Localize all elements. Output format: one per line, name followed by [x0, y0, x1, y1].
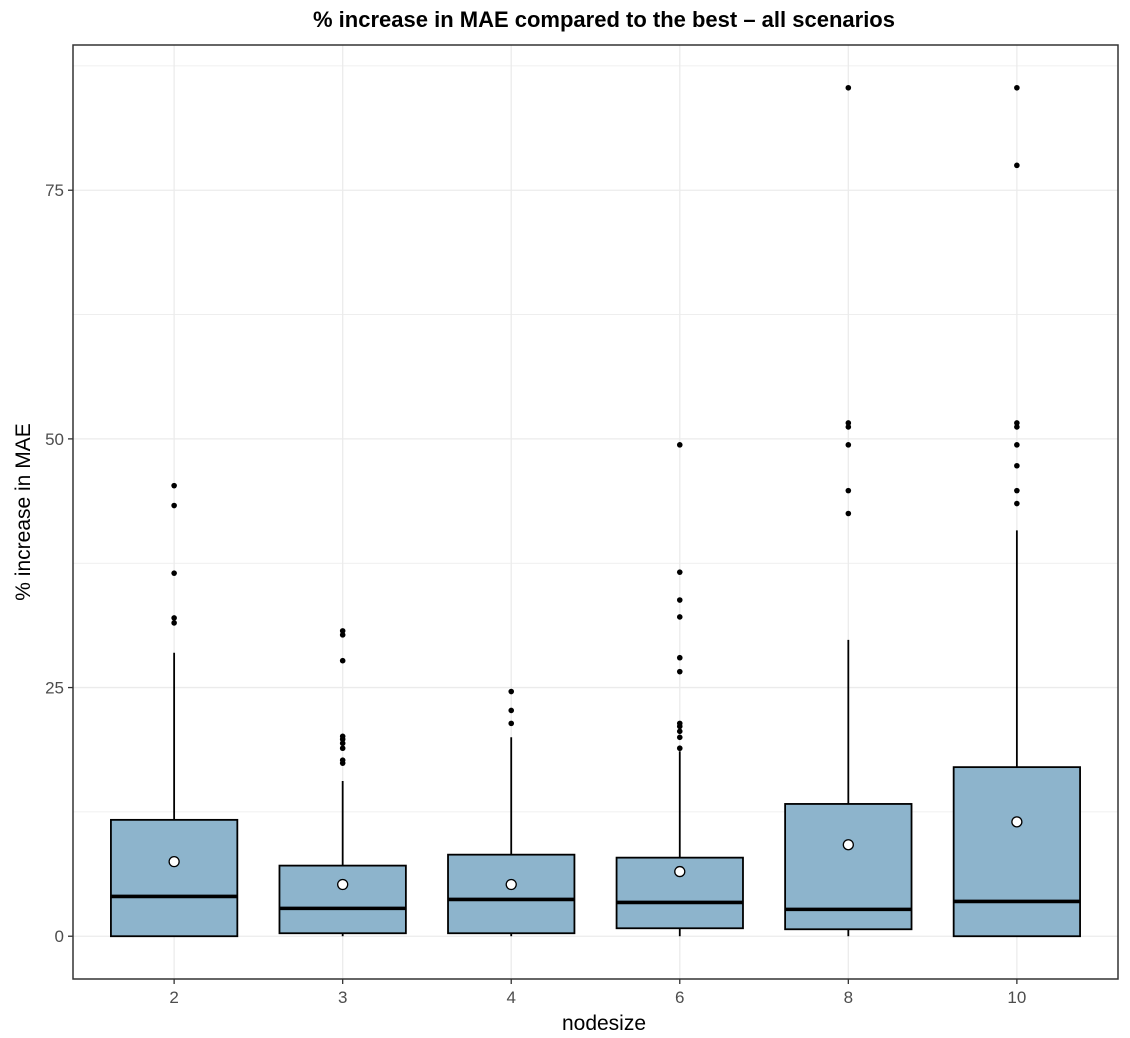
outlier-point — [676, 597, 683, 603]
iqr-box — [278, 864, 407, 935]
box-10 — [952, 84, 1081, 938]
iqr-box — [952, 766, 1081, 938]
outlier-point — [845, 487, 852, 494]
box-6 — [615, 442, 744, 937]
outlier-point — [676, 734, 683, 741]
outlier-point — [339, 757, 346, 763]
box-8 — [784, 84, 913, 937]
iqr-box — [447, 853, 576, 935]
outlier-point — [1014, 420, 1020, 426]
outlier-point — [171, 570, 177, 576]
outlier-point — [676, 728, 683, 735]
outlier-point — [508, 707, 515, 714]
outlier-point — [171, 502, 177, 509]
outlier-point — [1014, 462, 1020, 469]
outlier-point — [676, 668, 683, 675]
outlier-point — [339, 657, 346, 664]
outlier-point — [1014, 500, 1020, 507]
mean-marker — [674, 865, 686, 878]
box-3 — [278, 628, 407, 937]
outlier-point — [508, 688, 515, 695]
outlier-point — [845, 84, 852, 91]
outlier-point — [676, 720, 683, 727]
outlier-point — [845, 424, 852, 430]
y-tick-label: 50 — [45, 430, 64, 449]
plot-area: 0 25 50 75 2 3 4 6 8 10 — [45, 44, 1119, 1007]
iqr-box — [110, 818, 239, 938]
outlier-point — [845, 510, 852, 517]
mean-marker — [337, 878, 349, 891]
x-tick-label: 4 — [506, 988, 515, 1007]
outlier-point — [171, 482, 177, 489]
outlier-point — [845, 442, 852, 448]
panel-border — [72, 44, 1119, 980]
outlier-point — [1014, 487, 1020, 494]
outlier-point — [676, 745, 683, 752]
mean-marker — [168, 855, 180, 868]
outlier-point — [1014, 442, 1020, 448]
outlier-point — [676, 442, 683, 448]
x-axis-title: nodesize — [562, 1012, 646, 1035]
outlier-point — [676, 614, 683, 620]
y-axis-title: % increase in MAE — [12, 423, 35, 600]
outlier-point — [339, 740, 346, 747]
outlier-point — [171, 620, 177, 626]
outlier-point — [676, 569, 683, 575]
outlier-point — [339, 628, 346, 634]
x-tick-label: 8 — [844, 988, 853, 1007]
y-tick-label: 75 — [45, 181, 64, 200]
x-tick-label: 6 — [675, 988, 684, 1007]
outlier-point — [339, 632, 346, 638]
outlier-point — [1014, 162, 1020, 169]
outlier-point — [171, 615, 177, 621]
outlier-point — [339, 733, 346, 740]
box-4 — [447, 688, 576, 937]
mean-marker — [842, 839, 854, 851]
outlier-point — [339, 745, 346, 752]
outlier-point — [1014, 424, 1020, 430]
mean-marker — [505, 878, 517, 891]
chart-title: % increase in MAE compared to the best –… — [313, 7, 895, 32]
y-tick-label: 0 — [55, 927, 64, 946]
mean-marker — [1011, 816, 1023, 828]
outlier-point — [508, 720, 515, 727]
outlier-point — [1014, 84, 1020, 91]
x-tick-label: 3 — [338, 988, 347, 1007]
outlier-point — [676, 654, 683, 661]
x-tick-label: 2 — [169, 988, 178, 1007]
y-tick-label: 25 — [45, 679, 64, 698]
box-2 — [110, 482, 239, 938]
outlier-point — [845, 420, 852, 426]
x-tick-label: 10 — [1007, 988, 1026, 1007]
